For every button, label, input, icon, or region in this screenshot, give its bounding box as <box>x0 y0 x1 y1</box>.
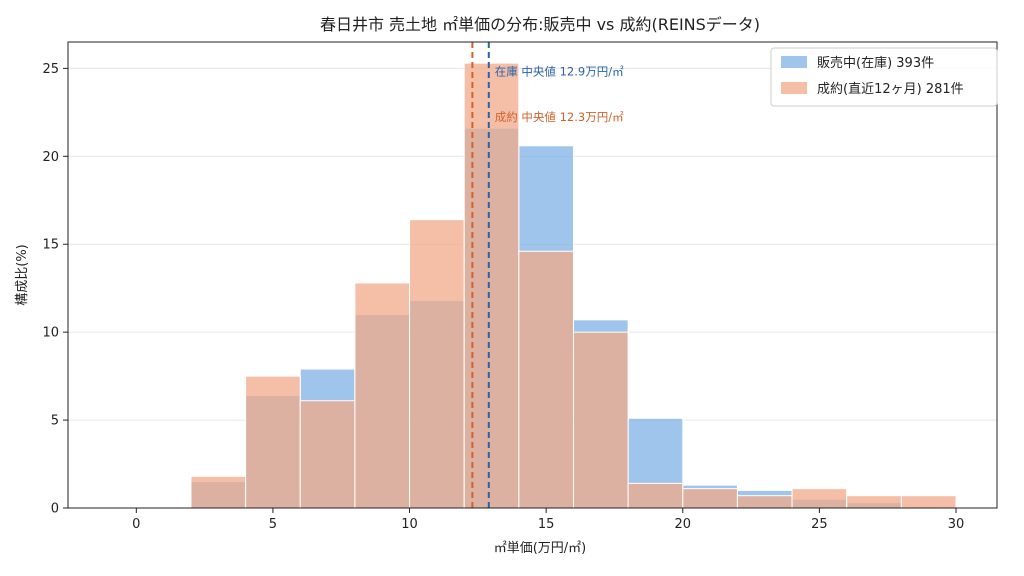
bar-sold <box>354 282 411 509</box>
y-tick-label: 25 <box>42 62 59 77</box>
x-axis-title: ㎡単価(万円/㎡) <box>494 540 587 556</box>
legend-label-inventory: 販売中(在庫) 393件 <box>817 55 934 71</box>
bar-sold <box>518 250 574 509</box>
x-tick-label: 5 <box>269 517 277 532</box>
bar-sold <box>627 482 684 509</box>
bar-sold <box>245 375 301 509</box>
x-tick-label: 25 <box>811 517 828 532</box>
x-tick-label: 10 <box>401 517 418 532</box>
y-tick-label: 0 <box>51 502 59 517</box>
y-tick-label: 10 <box>42 326 59 341</box>
bars-layer <box>190 62 957 509</box>
legend-box <box>770 47 998 107</box>
bar-sold <box>190 475 247 509</box>
bar-sold <box>791 488 848 509</box>
y-tick-label: 5 <box>51 414 59 429</box>
legend: 販売中(在庫) 393件 成約(直近12ヶ月) 281件 <box>770 47 998 107</box>
bar-sold <box>736 495 793 509</box>
legend-label-sold: 成約(直近12ヶ月) 281件 <box>817 82 964 97</box>
y-axis-title: 構成比(%) <box>15 244 30 306</box>
bar-sold <box>900 495 957 509</box>
median-label-sold: 成約 中央値 12.3万円/㎡ <box>495 110 624 124</box>
plot-frame <box>67 41 998 509</box>
median-label-inventory: 在庫 中央値 12.9万円/㎡ <box>495 64 624 78</box>
chart-title: 春日井市 売土地 ㎡単価の分布:販売中 vs 成約(REINSデータ) <box>320 15 760 34</box>
bar-sold <box>572 331 629 509</box>
bar-sold <box>409 219 465 509</box>
x-tick-label: 20 <box>675 517 692 532</box>
x-tick-label: 0 <box>132 517 140 532</box>
bar-sold <box>299 400 356 509</box>
x-tick-label: 30 <box>948 517 965 532</box>
legend-swatch-inventory <box>781 56 807 68</box>
y-tick-label: 15 <box>42 238 59 253</box>
legend-swatch-sold <box>781 82 807 94</box>
bar-sold <box>846 495 902 509</box>
y-tick-label: 20 <box>42 150 59 165</box>
axes-layer: 0 5 10 15 20 25 30 0 5 10 15 20 25 <box>42 41 998 532</box>
x-tick-label: 15 <box>538 517 555 532</box>
bar-sold <box>682 488 738 509</box>
